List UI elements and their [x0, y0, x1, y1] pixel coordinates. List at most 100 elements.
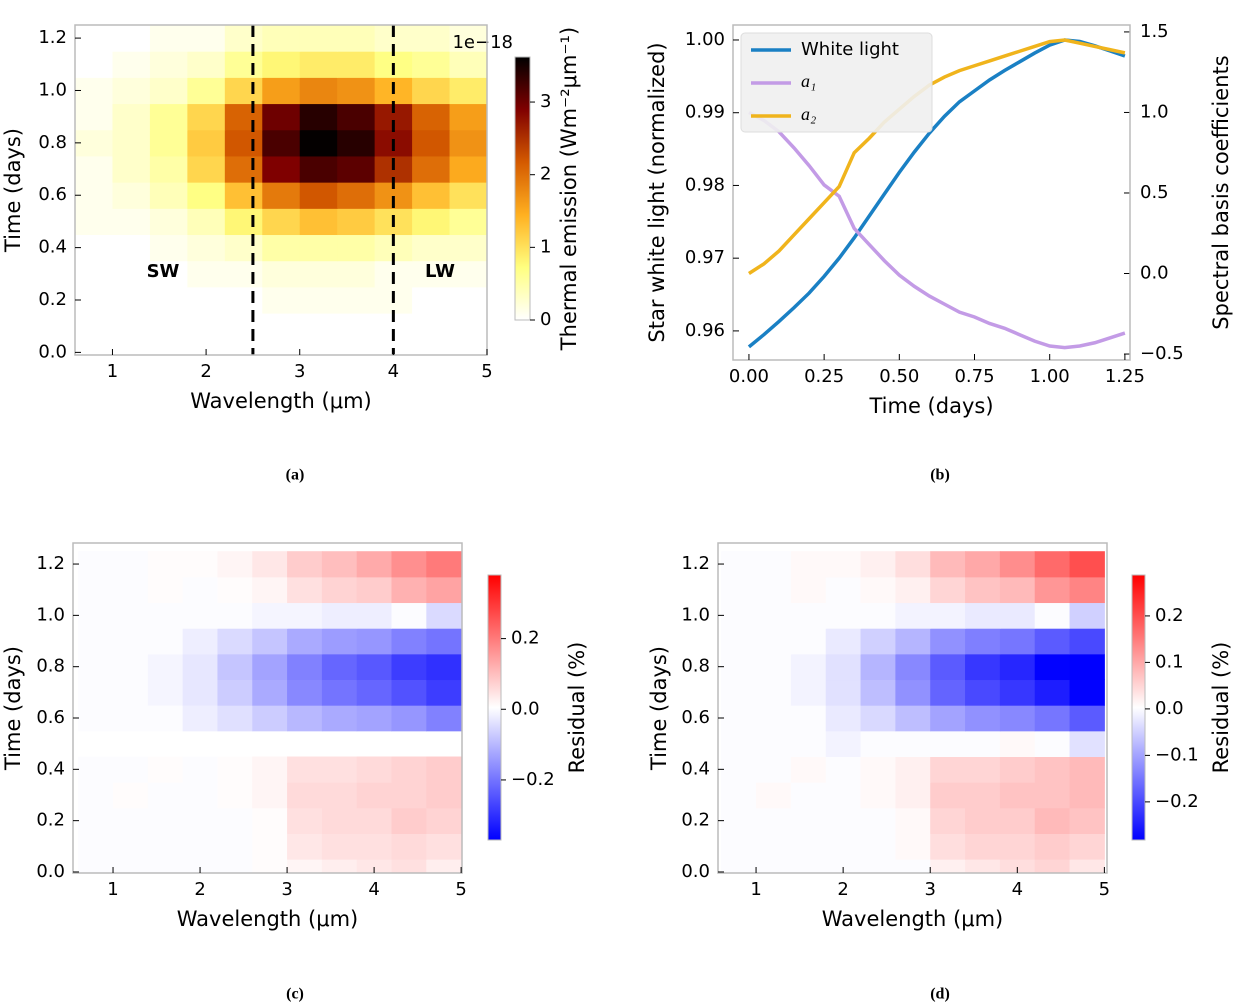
heatmap-cell	[337, 339, 376, 355]
heatmap-cell	[321, 602, 358, 629]
heatmap-cell	[252, 653, 288, 681]
heatmap-cell	[1069, 756, 1105, 783]
heatmap-cell	[999, 602, 1036, 629]
x-tick-label: 3	[281, 879, 292, 900]
heatmap-cell	[113, 628, 149, 655]
heatmap-cell	[224, 313, 263, 340]
heatmap-cell	[224, 339, 263, 355]
axes-frame	[732, 24, 1131, 361]
heatmap-cell	[1034, 705, 1071, 732]
heatmap-cell	[1034, 551, 1071, 578]
heatmap-cell	[860, 628, 896, 655]
colorbar-tick-label: 0	[540, 309, 551, 330]
heatmap-cell	[356, 551, 393, 578]
annotation: LW	[425, 261, 455, 282]
heatmap-cell	[337, 129, 376, 157]
x-tick-label: 0.75	[954, 366, 994, 387]
heatmap-cell	[756, 628, 792, 655]
colorbar-tick-label: 0.1	[1155, 651, 1184, 672]
heatmap-cell	[149, 313, 188, 340]
x-tick-label: 5	[455, 879, 466, 900]
heatmap-cell	[262, 103, 301, 131]
heatmap-cell	[147, 602, 184, 629]
heatmap-cell	[78, 833, 114, 860]
heatmap-cell	[790, 730, 827, 757]
colorbar	[1131, 574, 1146, 841]
heatmap-cell	[1034, 628, 1071, 655]
heatmap-cell	[113, 679, 149, 706]
heatmap-cell	[1034, 756, 1071, 783]
heatmap-cell	[1069, 628, 1105, 655]
heatmap-cell	[182, 756, 218, 783]
heatmap-cell	[825, 551, 862, 578]
heatmap-cell	[426, 859, 462, 873]
heatmap-cell	[224, 260, 263, 288]
heatmap-cell	[182, 679, 218, 706]
heatmap-cell	[449, 129, 487, 157]
heatmap-cell	[391, 551, 427, 578]
heatmap-cell	[895, 705, 931, 732]
heatmap-cell	[187, 208, 226, 236]
heatmap-cell	[321, 653, 358, 681]
heatmap-cell	[287, 756, 323, 783]
heatmap-cell	[224, 129, 263, 157]
heatmap-cell	[78, 782, 114, 809]
heatmap-cell	[252, 576, 288, 604]
heatmap-cell	[825, 833, 862, 860]
heatmap-cell	[1069, 551, 1105, 578]
heatmap-cell	[78, 705, 114, 732]
y-tick-label: 1.2	[36, 553, 65, 574]
colorbar-tick-label: −0.2	[511, 769, 555, 790]
heatmap-cell	[356, 653, 393, 681]
heatmap-cell	[299, 182, 338, 209]
heatmap-cell	[75, 286, 113, 314]
colorbar-tick-label: 3	[540, 91, 551, 112]
heatmap-cell	[217, 807, 253, 834]
heatmap-cell	[252, 551, 288, 578]
heatmap-cell	[112, 313, 151, 340]
panel: −0.2 0.0 0.2 Residual (%) 1 2 3 4 5 0.0 0.2 0.4 0.6 0…	[1, 542, 589, 1003]
heatmap-cell	[860, 807, 896, 834]
heatmap-cell	[112, 103, 151, 131]
heatmap-cell	[930, 602, 966, 629]
y-tick-label: 1.0	[38, 79, 67, 100]
heatmap-cell	[756, 705, 792, 732]
heatmap-cell	[149, 77, 188, 105]
heatmap-cell	[75, 25, 113, 52]
x-tick-label: 1	[750, 879, 761, 900]
heatmap-cell	[356, 576, 393, 604]
heatmap-cell	[299, 208, 338, 236]
x-tick-label: 0.00	[729, 366, 769, 387]
heatmap-cell	[337, 51, 376, 78]
heatmap-cell	[78, 628, 114, 655]
heatmap-cell	[287, 653, 323, 681]
heatmap-cell	[147, 782, 184, 809]
heatmap-cell	[721, 551, 757, 578]
heatmap-cell	[412, 286, 451, 314]
heatmap-cell	[860, 576, 896, 604]
heatmap-cell	[78, 807, 114, 834]
heatmap-cell	[149, 103, 188, 131]
y-tick-label: 0.97	[685, 247, 725, 268]
heatmap-cell	[182, 653, 218, 681]
heatmap-cell	[1069, 653, 1105, 681]
heatmap-cell	[287, 551, 323, 578]
heatmap-cell	[112, 339, 151, 355]
heatmap-cell	[449, 234, 487, 262]
x-axis-label: Wavelength (μm)	[822, 907, 1003, 931]
heatmap-cell	[187, 286, 226, 314]
heatmap-cell	[187, 155, 226, 183]
heatmap-cell	[825, 756, 862, 783]
y-tick-label: 0.0	[36, 861, 65, 882]
heatmap-cell	[182, 782, 218, 809]
colorbar-tick-label: 1	[540, 236, 551, 257]
heatmap-cell	[78, 679, 114, 706]
heatmap-cell	[756, 807, 792, 834]
heatmap-cell	[287, 705, 323, 732]
heatmap-cell	[1034, 859, 1071, 873]
heatmap-cell	[321, 705, 358, 732]
heatmap-cell	[825, 576, 862, 604]
heatmap-cell	[860, 705, 896, 732]
heatmap-cell	[825, 602, 862, 629]
heatmap-cell	[965, 628, 1001, 655]
